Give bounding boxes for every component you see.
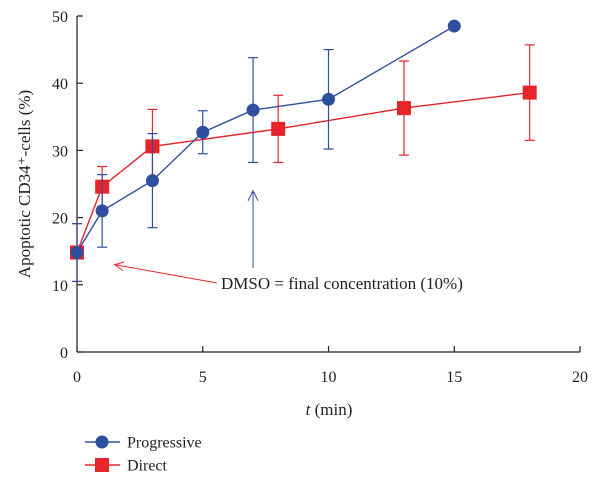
x-tick-label: 20 xyxy=(572,369,588,386)
y-tick-label: 40 xyxy=(52,76,68,93)
y-axis-title: Apoptotic CD34⁺-cells (%) xyxy=(15,90,34,278)
x-tick-label: 15 xyxy=(446,369,462,386)
series-progressive xyxy=(70,19,461,283)
data-point xyxy=(196,125,210,139)
legend-marker xyxy=(95,435,109,449)
data-point xyxy=(322,92,335,106)
x-tick-label: 0 xyxy=(73,369,81,386)
data-point xyxy=(246,103,260,117)
data-point xyxy=(522,85,537,100)
x-tick-label: 10 xyxy=(321,369,337,386)
y-tick-label: 30 xyxy=(52,143,68,160)
data-point xyxy=(95,204,109,218)
plot-area xyxy=(70,19,537,283)
y-tick-label: 20 xyxy=(52,211,68,228)
y-tick-label: 10 xyxy=(52,278,68,295)
x-axis-unit: (min) xyxy=(310,400,352,419)
data-point xyxy=(396,101,411,116)
y-tick-label: 50 xyxy=(52,9,68,26)
y-tick-label: 0 xyxy=(60,345,68,362)
data-point xyxy=(271,121,286,136)
x-tick-label: 5 xyxy=(199,369,207,386)
annotation-text: DMSO = final concentration (10%) xyxy=(221,274,463,293)
legend: Progressive Direct xyxy=(85,435,202,475)
annotation-arrowhead-red xyxy=(113,261,125,271)
ticks: 0 10 20 30 40 50 0 5 10 15 20 xyxy=(52,9,588,386)
annotation-arrowhead-blue xyxy=(247,189,259,201)
data-point xyxy=(447,19,461,33)
legend-marker xyxy=(95,458,109,472)
legend-label: Direct xyxy=(127,458,168,475)
x-axis-title: t (min) xyxy=(306,400,353,419)
series-direct xyxy=(70,44,537,283)
data-point xyxy=(70,246,84,260)
annotation-arrow-red xyxy=(114,264,218,284)
legend-label: Progressive xyxy=(127,435,202,452)
annotations xyxy=(113,189,259,284)
data-point xyxy=(145,174,159,188)
series-line xyxy=(76,91,530,253)
x-axis-variable: t xyxy=(306,400,312,419)
series-line xyxy=(76,25,455,253)
